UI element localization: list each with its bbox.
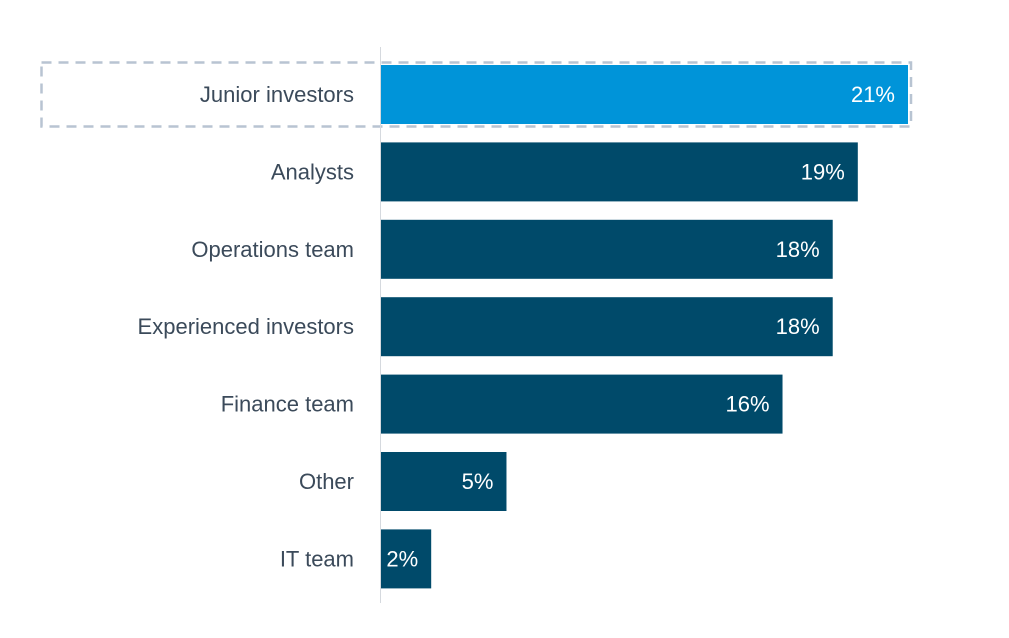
category-label-it-team: IT team	[280, 546, 354, 571]
bar-it-team[interactable]	[381, 529, 432, 589]
value-label-finance-team: 16%	[725, 392, 769, 417]
value-label-experienced-investors: 18%	[776, 314, 820, 339]
category-label-finance-team: Finance team	[221, 392, 354, 417]
value-label-other: 5%	[462, 469, 494, 494]
category-label-other: Other	[299, 469, 354, 494]
bar-analysts[interactable]	[381, 142, 858, 202]
category-label-experienced-investors: Experienced investors	[138, 314, 354, 339]
category-label-junior-investors: Junior investors	[200, 82, 354, 107]
value-label-operations-team: 18%	[776, 237, 820, 262]
bar-operations-team[interactable]	[381, 219, 833, 279]
bar-experienced-investors[interactable]	[381, 297, 833, 357]
category-label-operations-team: Operations team	[191, 237, 354, 262]
bar-other[interactable]	[381, 452, 507, 511]
value-label-analysts: 19%	[801, 159, 845, 184]
highlight-outline	[40, 61, 913, 128]
bar-finance-team[interactable]	[381, 374, 783, 434]
bar-junior-investors[interactable]	[381, 65, 908, 124]
value-label-it-team: 2%	[386, 546, 418, 571]
category-label-analysts: Analysts	[271, 159, 354, 184]
value-label-junior-investors: 21%	[851, 82, 895, 107]
